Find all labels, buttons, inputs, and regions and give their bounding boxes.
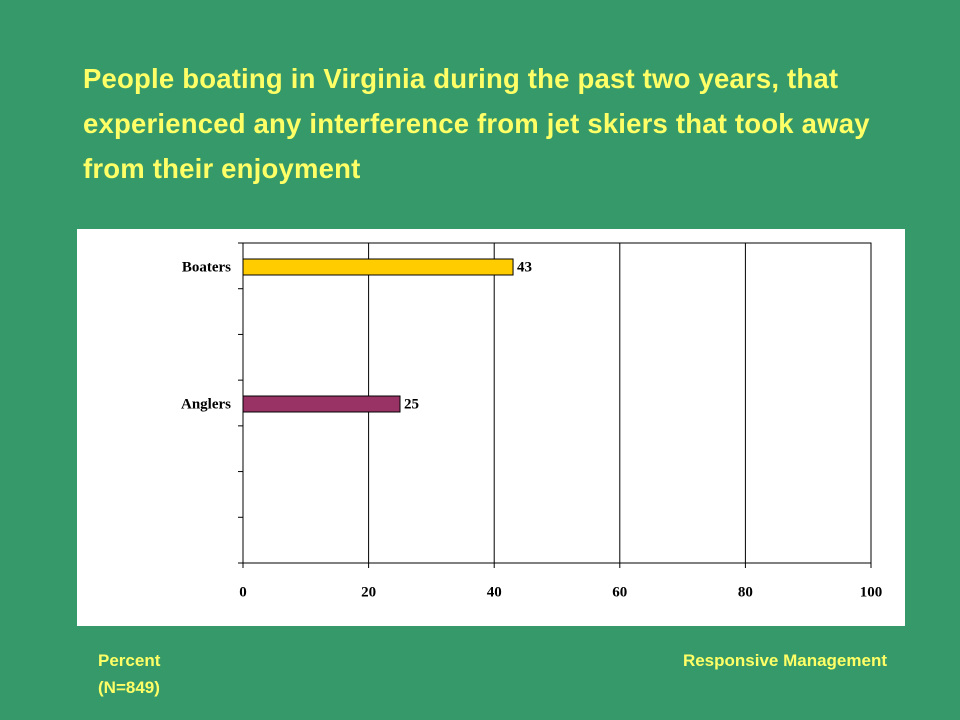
chart-title: People boating in Virginia during the pa… <box>83 63 870 184</box>
footer-left: Percent (N=849) <box>98 647 160 701</box>
x-tick-label: 100 <box>860 584 883 600</box>
x-tick-label: 0 <box>239 584 247 600</box>
x-tick-label: 40 <box>487 584 502 600</box>
chart-panel <box>77 229 905 626</box>
x-tick-label: 80 <box>738 584 753 600</box>
value-label: 43 <box>517 259 532 275</box>
x-tick-label: 20 <box>361 584 376 600</box>
x-tick-label: 60 <box>612 584 627 600</box>
bar <box>242 258 514 276</box>
value-label: 25 <box>404 396 419 412</box>
footer-text: Percent <box>98 651 161 670</box>
bar <box>242 395 401 413</box>
y-tick-label: Boaters <box>182 259 231 275</box>
footer-right: Responsive Management <box>682 651 887 670</box>
y-tick-label: Anglers <box>181 396 231 412</box>
footer-text: (N=849) <box>98 678 160 697</box>
